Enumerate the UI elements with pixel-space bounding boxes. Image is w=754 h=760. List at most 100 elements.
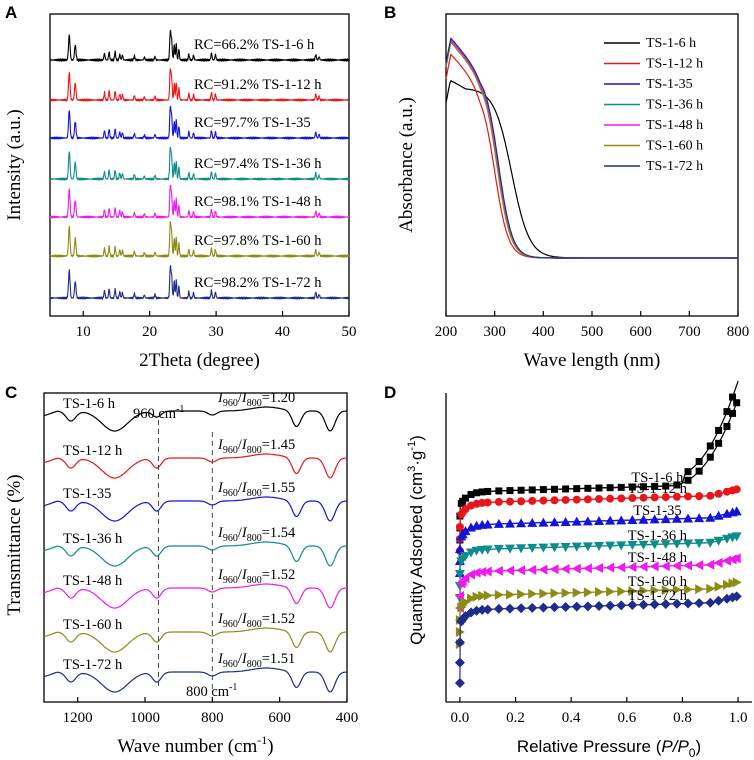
marker-triangle: [672, 584, 682, 595]
legend-label: TS-1-72 h: [646, 159, 703, 174]
marker-triangle: [583, 587, 593, 598]
marker-circle: [494, 497, 503, 506]
marker-triangle: [517, 589, 527, 600]
marker-circle: [628, 494, 637, 503]
marker-square: [528, 486, 536, 494]
marker-triangle: [571, 516, 582, 526]
marker-triangle: [594, 542, 604, 551]
marker-triangle: [616, 562, 626, 573]
marker-square: [484, 487, 492, 495]
marker-circle: [583, 495, 592, 504]
marker-triangle: [617, 586, 627, 597]
ylabel-end: ): [407, 435, 426, 441]
marker-triangle: [538, 543, 549, 553]
marker-triangle: [731, 532, 742, 542]
ratio-sub: 800: [247, 488, 262, 499]
marker-triangle: [706, 583, 716, 594]
marker-960-label: 960 cm-1: [133, 404, 184, 422]
ratio-value: =1.52: [262, 567, 296, 583]
marker-triangle: [482, 519, 493, 529]
ratio-symbol: I: [241, 567, 248, 583]
marker-triangle: [538, 564, 548, 575]
marker-triangle: [516, 565, 526, 576]
marker-triangle: [638, 561, 648, 572]
xlabel-end: ): [695, 737, 701, 756]
marker-triangle: [493, 518, 504, 528]
marker-triangle: [650, 585, 660, 596]
panel-c-x-label: Wave number (cm-1): [117, 733, 273, 757]
ratio-symbol: I: [217, 390, 224, 406]
xlabel-text: Relative Pressure (: [517, 737, 662, 756]
xrd-label: RC=66.2% TS-1-6 h: [194, 37, 315, 53]
isotherm-TS-1-60h: [455, 577, 742, 649]
marker-circle: [455, 523, 464, 531]
marker-triangle: [454, 570, 465, 579]
marker-triangle: [478, 590, 488, 601]
marker-triangle: [466, 548, 477, 558]
marker-square: [606, 484, 614, 492]
ir-ratio-label: I960/I800=1.54: [217, 525, 296, 544]
marker-triangle: [472, 591, 482, 602]
marker-circle: [639, 493, 648, 502]
isotherm-label: TS-1-48 h: [628, 550, 688, 566]
marker-diamond: [671, 598, 682, 609]
marker-triangle: [582, 516, 593, 526]
ir-series-label: TS-1-12 h: [63, 443, 123, 459]
marker-sup: -1: [176, 404, 184, 415]
ir-line-TS-1-60h: [43, 627, 348, 653]
marker-diamond: [694, 598, 705, 609]
marker-circle: [684, 492, 693, 501]
isotherm-TS-1-72h: [454, 591, 742, 688]
panel-b-y-label: Absorbance (a.u.): [396, 97, 417, 233]
isotherm-label: TS-1-36 h: [628, 528, 688, 544]
ratio-sub: 800: [247, 659, 262, 670]
marker-diamond: [493, 603, 504, 614]
marker-square: [539, 486, 547, 494]
marker-circle: [595, 495, 603, 503]
marker-triangle: [572, 587, 582, 598]
marker-diamond: [538, 602, 549, 613]
xrd-line-TS-1-72h: [49, 265, 350, 300]
legend-label: TS-1-36 h: [646, 98, 703, 113]
ratio-symbol: I: [217, 437, 224, 453]
marker-diamond: [594, 601, 604, 611]
x-tick-label: 0.4: [562, 710, 581, 726]
marker-triangle: [582, 542, 593, 552]
panel-d-x-label: Relative Pressure (P/P0): [517, 737, 701, 760]
marker-triangle: [660, 514, 671, 524]
marker-triangle: [460, 526, 471, 536]
marker-diamond: [560, 601, 571, 612]
marker-square: [684, 468, 692, 476]
marker-circle: [672, 492, 681, 501]
marker-circle: [714, 489, 723, 498]
x-tick-label: 1200: [63, 710, 93, 726]
xrd-label: RC=98.1% TS-1-48 h: [194, 194, 322, 210]
panel-a-frame: [49, 13, 350, 317]
marker-triangle: [705, 538, 716, 548]
marker-sup: -1: [229, 682, 237, 693]
marker-square: [495, 487, 503, 495]
marker-triangle: [714, 581, 724, 592]
marker-triangle: [627, 515, 638, 525]
marker-triangle: [694, 539, 705, 549]
marker-square: [562, 485, 570, 493]
marker-triangle: [594, 516, 604, 525]
x-tick-label: 50: [342, 324, 357, 340]
marker-diamond: [616, 600, 627, 611]
marker-square: [617, 483, 625, 491]
marker-square: [733, 399, 741, 407]
ir-ratio-label: I960/I800=1.20: [217, 390, 295, 409]
marker-triangle: [538, 517, 549, 527]
marker-triangle: [483, 590, 493, 601]
legend-label: TS-1-35: [646, 77, 693, 92]
ratio-value: =1.54: [262, 525, 296, 541]
x-tick-label: 10: [76, 324, 91, 340]
panel-c-x-ticks: 1200 1000 800 600 400: [63, 697, 358, 726]
ratio-sub: 960: [223, 659, 238, 670]
marker-triangle: [560, 563, 570, 574]
legend-label: TS-1-60 h: [646, 139, 703, 154]
ir-series-label: TS-1-35: [63, 486, 111, 502]
marker-triangle: [550, 588, 560, 599]
marker-diamond: [549, 602, 560, 613]
ir-line-TS-1-72h: [43, 667, 348, 693]
